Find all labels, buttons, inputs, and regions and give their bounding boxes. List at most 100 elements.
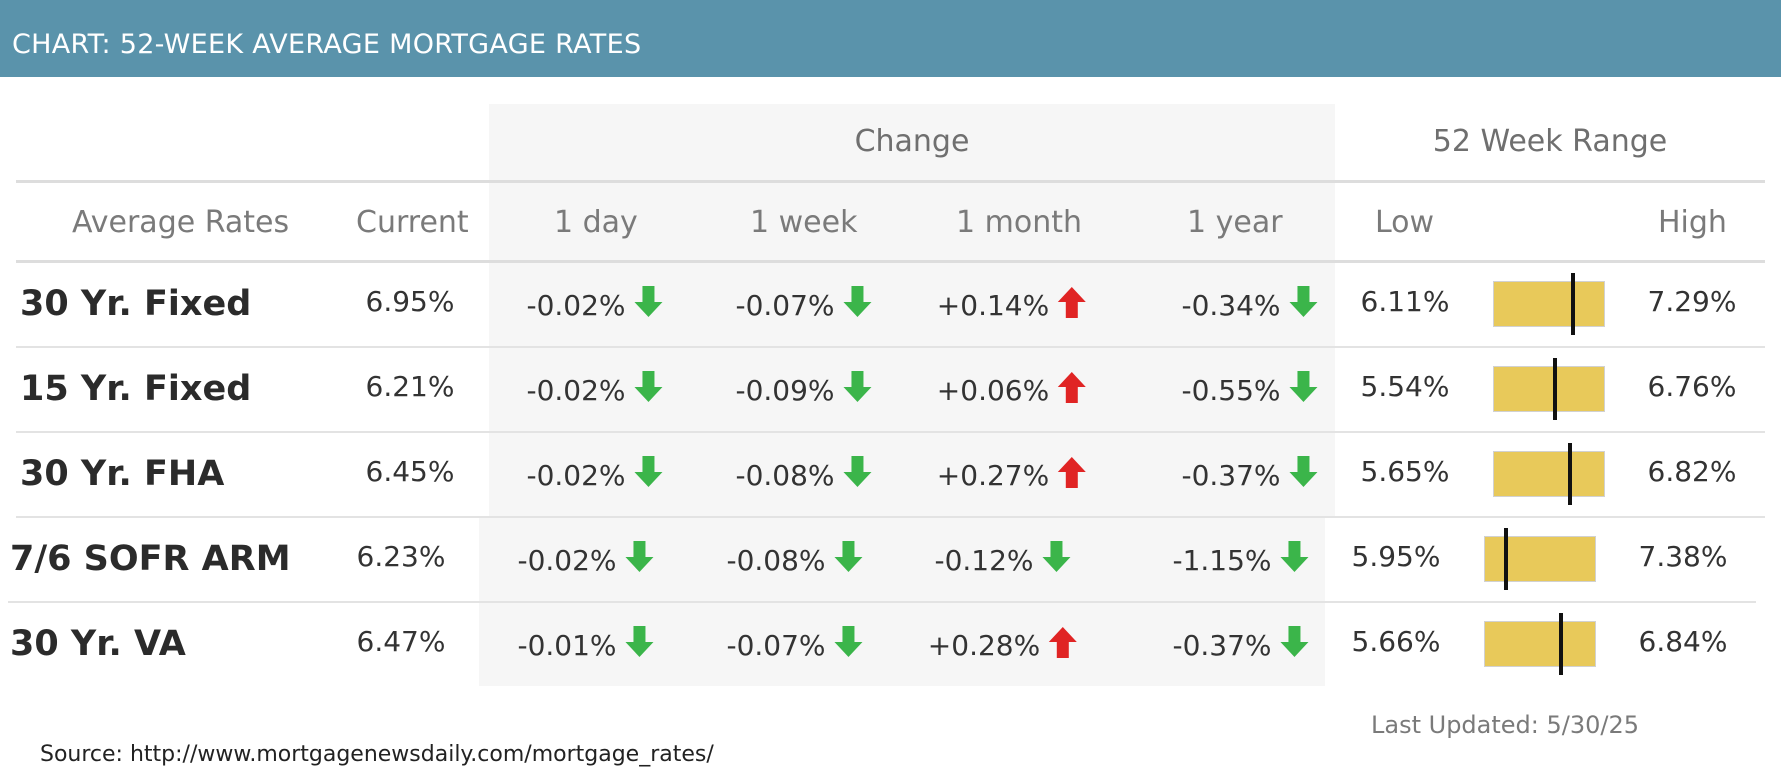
arrow-wrap [834,540,864,581]
last-updated: Last Updated: 5/30/25 [1371,711,1640,739]
col-header-current: Current [356,205,469,240]
arrow-up-icon [1058,372,1087,403]
cell-high: 6.84% [1639,625,1728,658]
cell-value-day: -0.02% [526,289,626,322]
cell-value-day: -0.02% [526,374,626,407]
col-header-1week: 1 week [750,205,858,240]
range-marker [1567,443,1572,505]
chart-header: CHART: 52-WEEK AVERAGE MORTGAGE RATES [0,0,1781,77]
cell-week: -0.07% [726,625,863,666]
range-bar [1493,366,1605,412]
cell-value-current: 6.45% [365,455,455,488]
cell-value-current: 6.21% [365,370,455,403]
cell-month: +0.27% [937,455,1087,496]
cell-value-low: 5.66% [1351,625,1441,658]
cell-value-week: -0.08% [726,544,826,577]
cell-year: -0.37% [1172,625,1309,666]
col-header-1year: 1 year [1187,205,1283,240]
arrow-wrap [1280,540,1310,581]
change-group-header: Change [854,124,970,159]
col-header-1month: 1 month [956,205,1082,240]
cell-month: +0.14% [937,285,1087,326]
row-divider [16,431,1765,433]
cell-low: 6.11% [1361,285,1450,318]
header-divider [16,180,1765,183]
arrow-wrap [843,370,873,411]
cell-value-low: 5.95% [1351,540,1441,573]
cell-current: 6.95% [366,285,455,318]
col-header-low: Low [1375,205,1435,240]
arrow-wrap [843,455,873,496]
range-bar [1493,451,1605,497]
range-marker [1558,613,1563,675]
row-label: 15 Yr. Fixed [20,369,252,409]
arrow-up-icon [1049,627,1078,658]
row-label: 7/6 SOFR ARM [10,539,291,579]
cell-value-day: -0.02% [517,544,617,577]
cell-low: 5.95% [1352,540,1441,573]
row-divider [16,346,1765,348]
cell-value-month: -0.12% [934,544,1034,577]
cell-value-high: 7.38% [1638,540,1728,573]
cell-high: 6.76% [1648,370,1737,403]
range-marker [1552,358,1557,420]
arrow-wrap [634,370,664,411]
cell-low: 5.65% [1361,455,1450,488]
arrow-wrap [1042,540,1072,581]
col-header-high: High [1658,205,1727,240]
range-group-header: 52 Week Range [1432,124,1668,159]
cell-year: -0.34% [1181,285,1318,326]
cell-value-year: -0.55% [1181,374,1281,407]
cell-value-high: 6.84% [1638,625,1728,658]
arrow-wrap [1057,370,1087,411]
cell-day: -0.01% [517,625,654,666]
source-note: Source: http://www.mortgagenewsdaily.com… [40,742,714,767]
cell-value-current: 6.23% [356,540,446,573]
arrow-down-icon [1289,456,1318,487]
arrow-wrap [843,285,873,326]
row-label: 30 Yr. FHA [20,454,225,494]
arrow-down-icon [634,286,663,317]
range-bar [1484,621,1596,667]
cell-day: -0.02% [526,285,663,326]
cell-current: 6.47% [357,625,446,658]
arrow-down-icon [625,541,654,572]
chart-title: CHART: 52-WEEK AVERAGE MORTGAGE RATES [12,29,642,60]
cell-day: -0.02% [526,455,663,496]
row-label: 30 Yr. VA [10,624,186,664]
cell-value-month: +0.06% [936,374,1050,407]
arrow-wrap [1048,625,1078,666]
arrow-down-icon [843,286,872,317]
cell-current: 6.21% [366,370,455,403]
cell-value-week: -0.09% [735,374,835,407]
cell-week: -0.07% [735,285,872,326]
cell-value-year: -0.34% [1181,289,1281,322]
arrow-up-icon [1058,457,1087,488]
arrow-wrap [625,540,655,581]
cell-day: -0.02% [526,370,663,411]
cell-value-high: 6.82% [1647,455,1737,488]
range-marker [1503,528,1508,590]
arrow-down-icon [834,626,863,657]
cell-value-high: 7.29% [1647,285,1737,318]
cell-day: -0.02% [517,540,654,581]
arrow-down-icon [1280,541,1309,572]
change-group-shade [489,104,1335,516]
cell-month: -0.12% [934,540,1071,581]
cell-week: -0.09% [735,370,872,411]
arrow-down-icon [1289,286,1318,317]
arrow-down-icon [843,371,872,402]
arrow-wrap [1289,455,1319,496]
arrow-down-icon [634,456,663,487]
arrow-wrap [1057,455,1087,496]
cell-year: -0.37% [1181,455,1318,496]
cell-low: 5.66% [1352,625,1441,658]
arrow-wrap [1280,625,1310,666]
cell-week: -0.08% [726,540,863,581]
cell-week: -0.08% [735,455,872,496]
arrow-wrap [834,625,864,666]
arrow-down-icon [834,541,863,572]
cell-current: 6.45% [366,455,455,488]
arrow-down-icon [1280,626,1309,657]
row-divider [8,601,1756,603]
